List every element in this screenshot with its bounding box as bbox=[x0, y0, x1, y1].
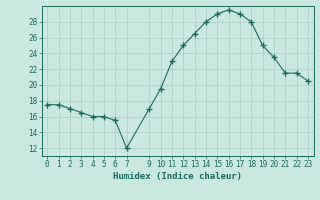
X-axis label: Humidex (Indice chaleur): Humidex (Indice chaleur) bbox=[113, 172, 242, 181]
